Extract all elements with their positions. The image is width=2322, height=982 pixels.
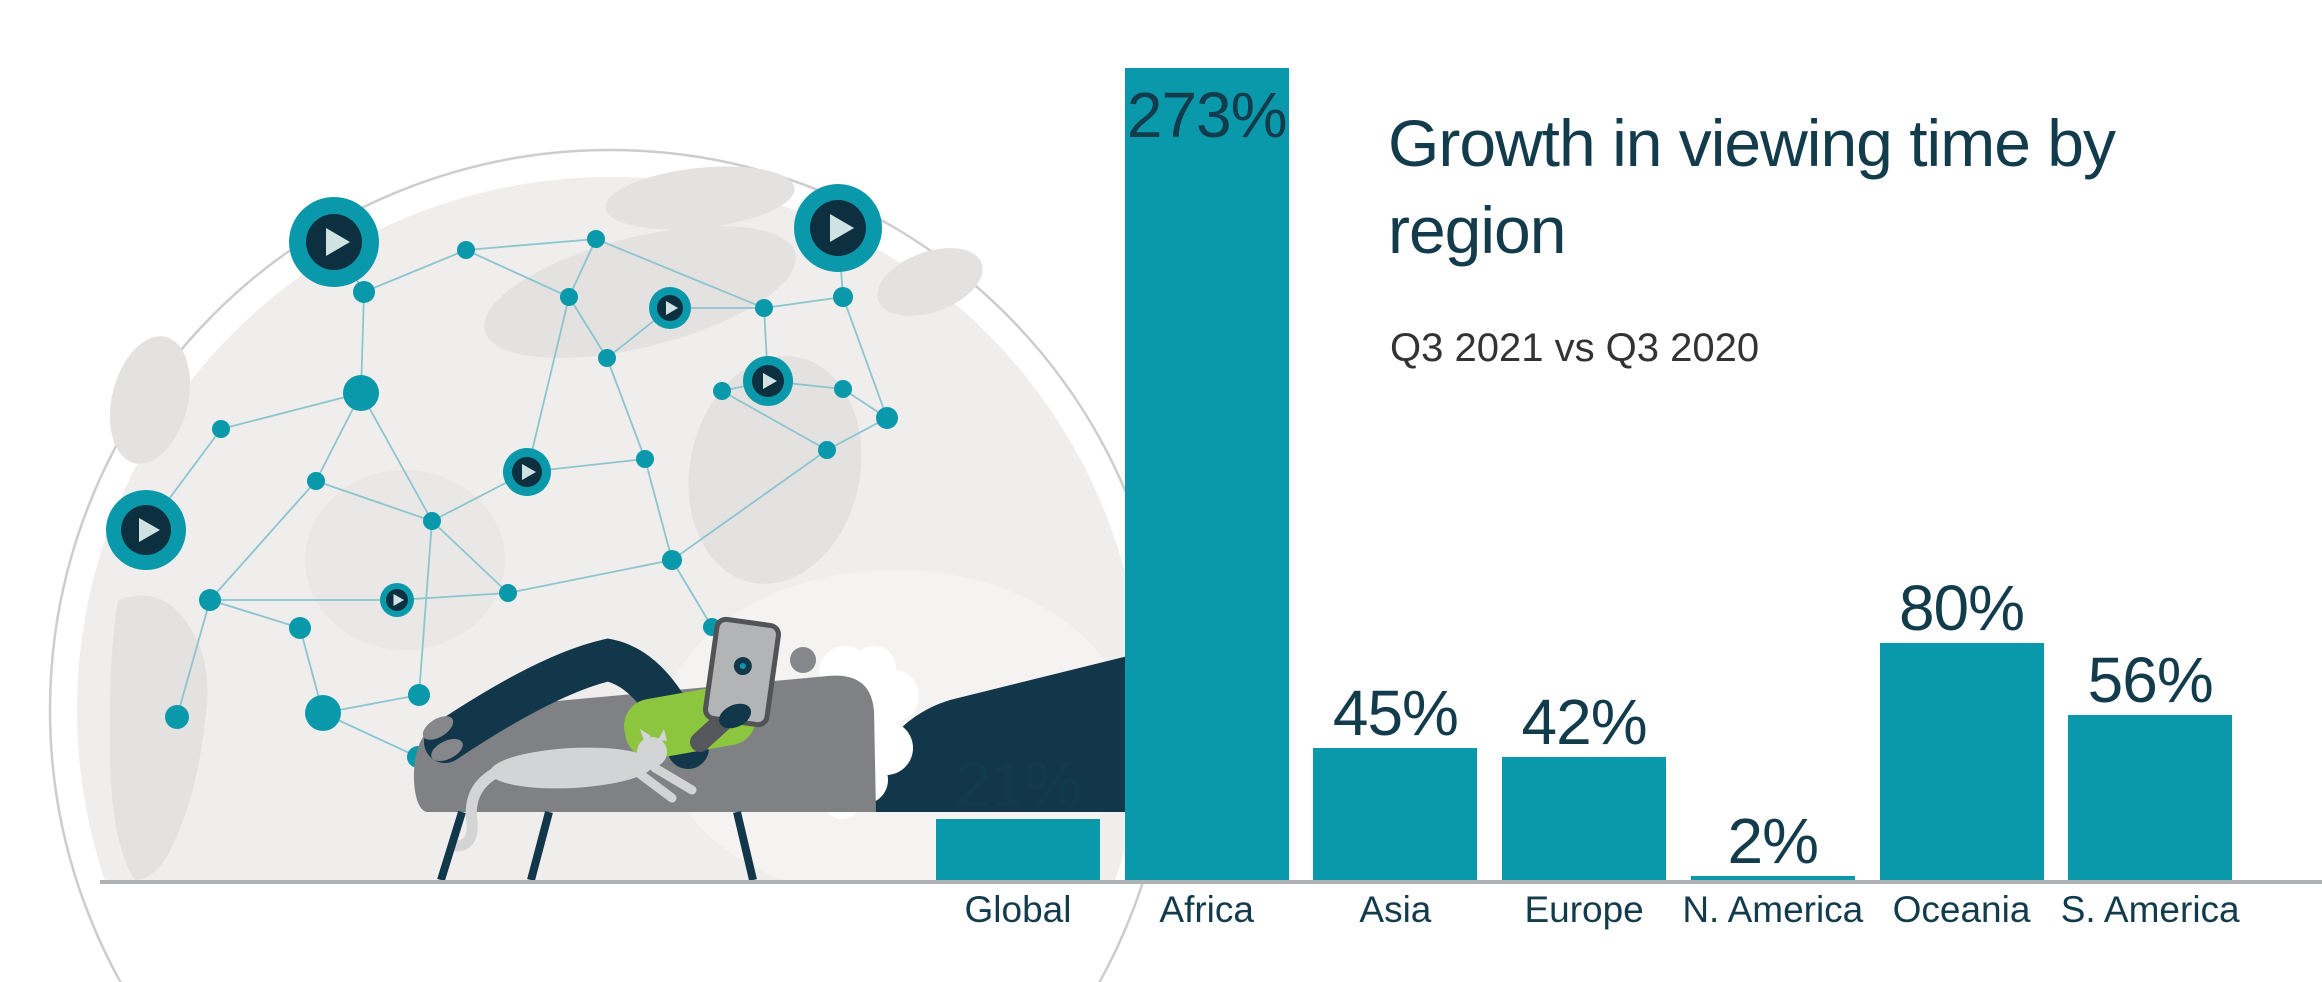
play-button-icon xyxy=(289,197,379,287)
value-label-oceania: 80% xyxy=(1898,572,2025,645)
chart-title: Growth in viewing time by region xyxy=(1388,106,2116,268)
category-label-europe: Europe xyxy=(1524,889,1644,930)
play-button-icon xyxy=(380,583,414,617)
value-label-africa: 273% xyxy=(1126,79,1288,151)
category-label-global: Global xyxy=(964,889,1072,930)
person-shoes xyxy=(422,716,463,761)
person-hand xyxy=(790,647,816,673)
category-label-oceania: Oceania xyxy=(1892,889,2031,930)
cat-body xyxy=(490,747,654,789)
bar-africa xyxy=(1124,68,1289,881)
bar-global xyxy=(936,819,1100,881)
play-button-icon xyxy=(503,448,551,496)
play-button-icon xyxy=(649,287,691,329)
bar-europe xyxy=(1502,756,1667,881)
value-label-europe: 42% xyxy=(1521,685,1648,758)
cat-paws xyxy=(635,763,697,803)
cat-head xyxy=(637,737,667,767)
cat xyxy=(452,729,697,852)
cat-ears xyxy=(640,729,667,741)
category-label-s-america: S. America xyxy=(2060,889,2240,930)
chart-subtitle: Q3 2021 vs Q3 2020 xyxy=(1390,326,1760,370)
x-axis-line xyxy=(100,880,2322,884)
value-label-s-america: 56% xyxy=(2087,644,2214,717)
value-label-global: 21% xyxy=(955,748,1081,821)
network-nodes xyxy=(165,230,898,768)
bar-n-america xyxy=(1690,876,1855,881)
cat-tail xyxy=(452,766,503,852)
value-label-asia: 45% xyxy=(1332,676,1459,749)
play-button-icon xyxy=(743,356,793,406)
value-label-n-america: 2% xyxy=(1727,805,1820,878)
category-label-n-america: N. America xyxy=(1682,889,1864,930)
bar-oceania xyxy=(1879,643,2044,881)
bar-s-america xyxy=(2068,715,2233,881)
play-button-icon xyxy=(794,184,882,272)
network-links xyxy=(145,227,888,758)
play-button-icon xyxy=(106,490,186,570)
person-hand-on-phone xyxy=(718,703,752,729)
category-label-africa: Africa xyxy=(1159,889,1254,930)
category-label-asia: Asia xyxy=(1359,889,1432,930)
bar-asia xyxy=(1313,747,1478,881)
